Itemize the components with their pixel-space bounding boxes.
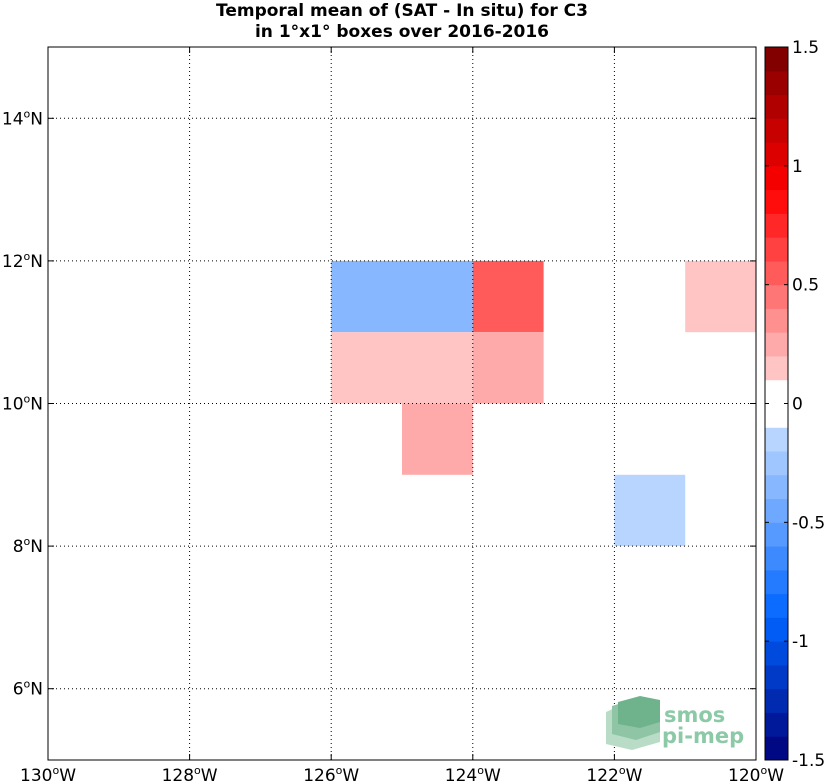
smos-pimep-logo: smos pi-mep — [606, 696, 744, 750]
lon-tick-labels: 130oW 128oW 126oW 124oW 122oW 120oW — [20, 47, 784, 784]
colorbar-segment — [765, 379, 788, 404]
lat-tick-label: 14oN — [2, 107, 43, 129]
colorbar-tick-label: -0.5 — [792, 513, 825, 533]
heatmap-cell — [685, 260, 756, 333]
colorbar-segment — [765, 70, 788, 96]
logo-mark-icon — [606, 696, 660, 750]
colorbar-segment — [765, 142, 788, 167]
heatmap-cell — [614, 474, 686, 547]
colorbar-segment — [765, 474, 788, 500]
lat-tick-labels: 6oN 8oN 10oN 12oN 14oN — [2, 107, 756, 700]
colorbar-segment — [765, 260, 788, 286]
heatmap-cell — [331, 260, 402, 333]
colorbar-segment — [765, 664, 788, 690]
colorbar-segment — [765, 213, 788, 238]
colorbar-segment — [765, 593, 788, 618]
colorbar — [764, 46, 789, 761]
heatmap-cell — [472, 332, 544, 404]
colorbar-segment — [765, 617, 788, 642]
lat-tick-label: 10oN — [2, 393, 43, 415]
colorbar-tick-label: 0.5 — [792, 276, 819, 296]
grid-lines — [48, 47, 756, 760]
colorbar-segment — [765, 47, 788, 72]
colorbar-segment — [765, 569, 788, 595]
heatmap-cells — [331, 260, 756, 547]
colorbar-tick-label: 1 — [792, 157, 803, 177]
heatmap-cell — [402, 260, 473, 333]
colorbar-segment — [765, 712, 788, 737]
map-title-line2: in 1°x1° boxes over 2016-2016 — [254, 22, 550, 42]
logo-text-pimep: pi-mep — [662, 724, 744, 748]
lon-tick-label: 124oW — [445, 764, 501, 784]
colorbar-segment — [765, 94, 788, 119]
colorbar-segment — [765, 522, 788, 547]
colorbar-segment — [765, 546, 788, 571]
lon-tick-label: 128oW — [162, 764, 218, 784]
colorbar-segment — [765, 237, 788, 262]
heatmap-cell — [472, 260, 544, 333]
colorbar-segment — [765, 498, 788, 523]
lon-tick-label: 122oW — [586, 764, 642, 784]
colorbar-segment — [765, 403, 788, 428]
colorbar-tick-labels: 1.5 1 0.5 0 -0.5 -1 -1.5 — [765, 38, 825, 771]
colorbar-segment — [765, 427, 788, 452]
colorbar-tick-label: -1 — [792, 632, 809, 652]
lon-tick-label: 130oW — [20, 764, 76, 784]
colorbar-segment — [765, 308, 788, 333]
colorbar-tick-label: 0 — [792, 395, 803, 415]
heatmap-cell — [331, 332, 402, 404]
colorbar-tick-label: -1.5 — [792, 751, 825, 771]
lat-tick-label: 8oN — [13, 535, 43, 557]
colorbar-segment — [765, 165, 788, 191]
colorbar-segment — [765, 451, 788, 476]
lat-tick-label: 12oN — [2, 250, 43, 272]
map-title-line1: Temporal mean of (SAT - In situ) for C3 — [216, 1, 588, 21]
colorbar-segment — [765, 332, 788, 357]
colorbar-segment — [765, 736, 788, 761]
colorbar-tick-label: 1.5 — [792, 38, 819, 58]
heatmap-cell — [402, 332, 473, 404]
colorbar-segment — [765, 284, 788, 309]
colorbar-segment — [765, 355, 788, 381]
logo-text-smos: smos — [664, 703, 725, 727]
colorbar-segment — [765, 688, 788, 713]
heatmap-cell — [402, 403, 473, 475]
lon-tick-label: 126oW — [303, 764, 359, 784]
colorbar-segment — [765, 118, 788, 143]
colorbar-segment — [765, 641, 788, 666]
lon-tick-label: 120oW — [728, 764, 784, 784]
lat-tick-label: 6oN — [13, 678, 43, 700]
colorbar-segment — [765, 189, 788, 214]
